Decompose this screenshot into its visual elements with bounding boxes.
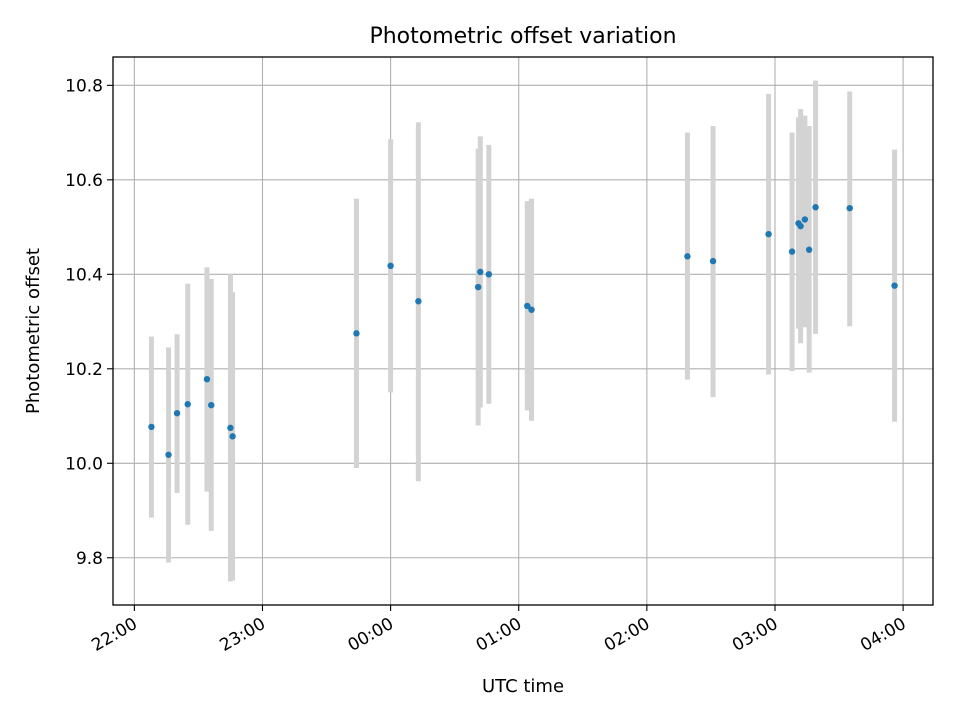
data-point	[891, 282, 898, 289]
x-axis-label: UTC time	[482, 676, 564, 697]
data-point	[485, 271, 493, 278]
data-point	[415, 298, 422, 305]
data-points	[148, 204, 898, 458]
y-tick-label: 10.6	[65, 171, 103, 191]
data-point	[353, 330, 360, 337]
chart-title: Photometric offset variation	[369, 24, 676, 49]
x-tick-label: 03:00	[729, 614, 781, 656]
data-point	[709, 257, 717, 265]
data-point	[788, 248, 796, 255]
y-tick-label: 10.0	[65, 454, 103, 474]
data-point	[524, 302, 531, 310]
data-point	[812, 204, 819, 211]
data-point	[801, 216, 809, 223]
x-axis-ticks: 22:00 23:00 00:00 01:00 02:00 03:00 04:00	[88, 605, 910, 656]
x-tick-label: 01:00	[473, 614, 525, 656]
x-tick-label: 02:00	[601, 614, 653, 656]
y-tick-label: 10.4	[65, 265, 103, 285]
data-point	[797, 222, 804, 230]
data-point	[173, 410, 181, 417]
data-point	[477, 268, 484, 276]
y-tick-label: 9.8	[76, 549, 103, 569]
data-point	[387, 262, 394, 270]
x-tick-label: 22:00	[88, 614, 140, 656]
data-point	[474, 283, 482, 291]
y-tick-label: 10.2	[65, 360, 103, 380]
x-tick-label: 23:00	[217, 614, 269, 656]
data-point	[203, 375, 211, 383]
x-tick-label: 00:00	[345, 614, 397, 656]
data-point	[684, 253, 691, 260]
data-point	[208, 401, 215, 409]
data-point	[846, 204, 853, 212]
gridlines	[113, 57, 933, 605]
y-tick-label: 10.8	[65, 76, 103, 96]
y-axis-ticks: 9.8 10.0 10.2 10.4 10.6 10.8	[65, 76, 113, 569]
x-tick-label: 04:00	[857, 614, 909, 656]
y-axis-label: Photometric offset	[23, 248, 44, 414]
data-point	[765, 230, 772, 238]
plot-frame	[112, 56, 934, 606]
data-point	[165, 451, 172, 458]
data-point	[184, 401, 191, 408]
data-point	[805, 246, 813, 253]
data-point	[148, 423, 155, 431]
data-point	[528, 306, 535, 313]
data-point	[227, 424, 234, 432]
data-point	[229, 433, 236, 440]
